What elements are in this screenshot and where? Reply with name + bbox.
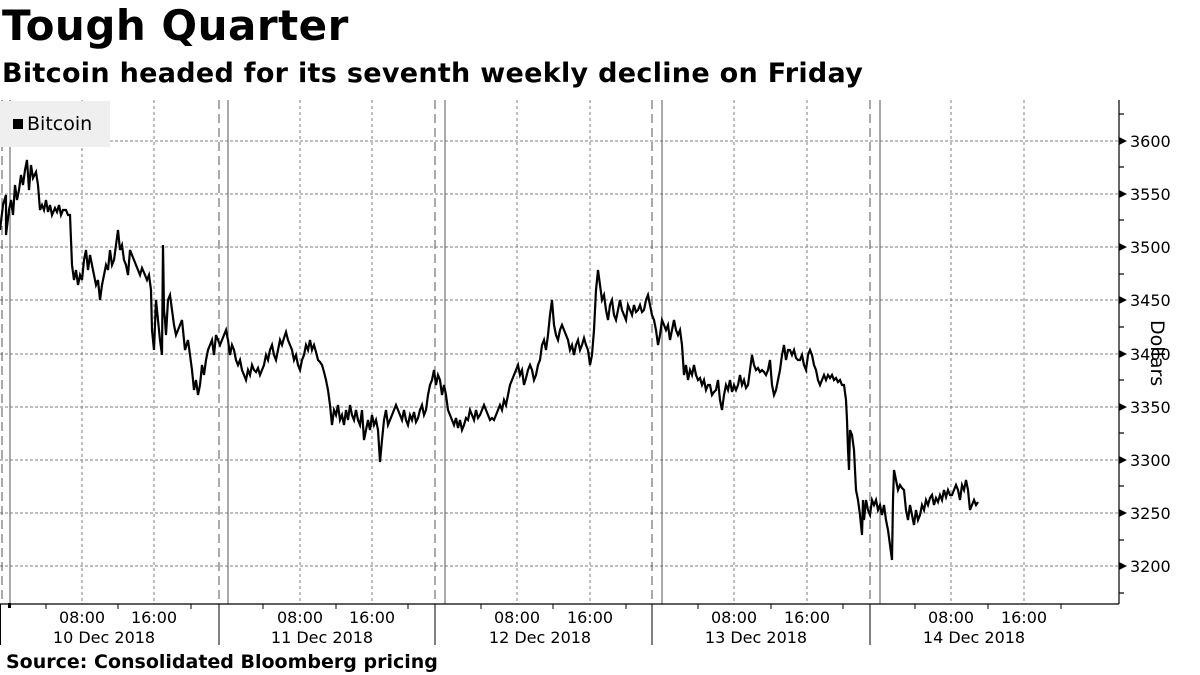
y-axis-tick-arrows [1119, 137, 1127, 570]
svg-text:11 Dec 2018: 11 Dec 2018 [271, 628, 373, 647]
svg-text:08:00: 08:00 [494, 608, 540, 627]
svg-text:08:00: 08:00 [928, 608, 974, 627]
vertical-gridlines-hours [81, 100, 1025, 604]
y-tick-3400: 3400 [1130, 345, 1171, 364]
y-axis-label: Dollars [1146, 320, 1168, 387]
x-axis-time-labels: 08:00 16:00 08:00 16:00 08:00 16:00 08:00 16… [59, 608, 1047, 627]
svg-text:08:00: 08:00 [711, 608, 757, 627]
svg-text:16:00: 16:00 [784, 608, 830, 627]
x-axis-date-labels: 10 Dec 2018 11 Dec 2018 12 Dec 2018 13 D… [53, 628, 1025, 647]
chart-legend: Bitcoin [0, 101, 110, 147]
day-boundary-solid-lines [9, 100, 881, 604]
source-note: Source: Consolidated Bloomberg pricing [6, 651, 438, 673]
svg-text:12 Dec 2018: 12 Dec 2018 [489, 628, 591, 647]
svg-text:13 Dec 2018: 13 Dec 2018 [705, 628, 807, 647]
chart-subtitle: Bitcoin headed for its seventh weekly de… [2, 58, 864, 89]
legend-swatch-bitcoin [13, 119, 23, 129]
y-tick-3600: 3600 [1130, 132, 1171, 151]
svg-text:10 Dec 2018: 10 Dec 2018 [53, 628, 155, 647]
svg-text:16:00: 16:00 [1001, 608, 1047, 627]
bitcoin-price-line [0, 159, 979, 561]
y-tick-3350: 3350 [1130, 398, 1171, 417]
y-tick-3250: 3250 [1130, 504, 1171, 523]
svg-text:16:00: 16:00 [131, 608, 177, 627]
chart-title: Tough Quarter [2, 1, 349, 50]
legend-label-bitcoin: Bitcoin [27, 113, 93, 135]
y-tick-3200: 3200 [1130, 557, 1171, 576]
x-axis-day-separators [0, 604, 871, 645]
svg-text:08:00: 08:00 [59, 608, 105, 627]
svg-text:14 Dec 2018: 14 Dec 2018 [923, 628, 1025, 647]
day-boundary-dashed-lines [1, 100, 871, 604]
y-axis-tick-labels: 3600 3550 3500 3450 3400 3350 3300 3250 … [1130, 132, 1171, 576]
svg-text:16:00: 16:00 [567, 608, 613, 627]
y-tick-3500: 3500 [1130, 238, 1171, 257]
svg-text:08:00: 08:00 [277, 608, 323, 627]
y-tick-3550: 3550 [1130, 185, 1171, 204]
y-tick-3300: 3300 [1130, 451, 1171, 470]
y-tick-3450: 3450 [1130, 291, 1171, 310]
svg-text:16:00: 16:00 [349, 608, 395, 627]
horizontal-gridlines [0, 140, 1119, 567]
x-axis-minor-ticks [45, 604, 1062, 609]
